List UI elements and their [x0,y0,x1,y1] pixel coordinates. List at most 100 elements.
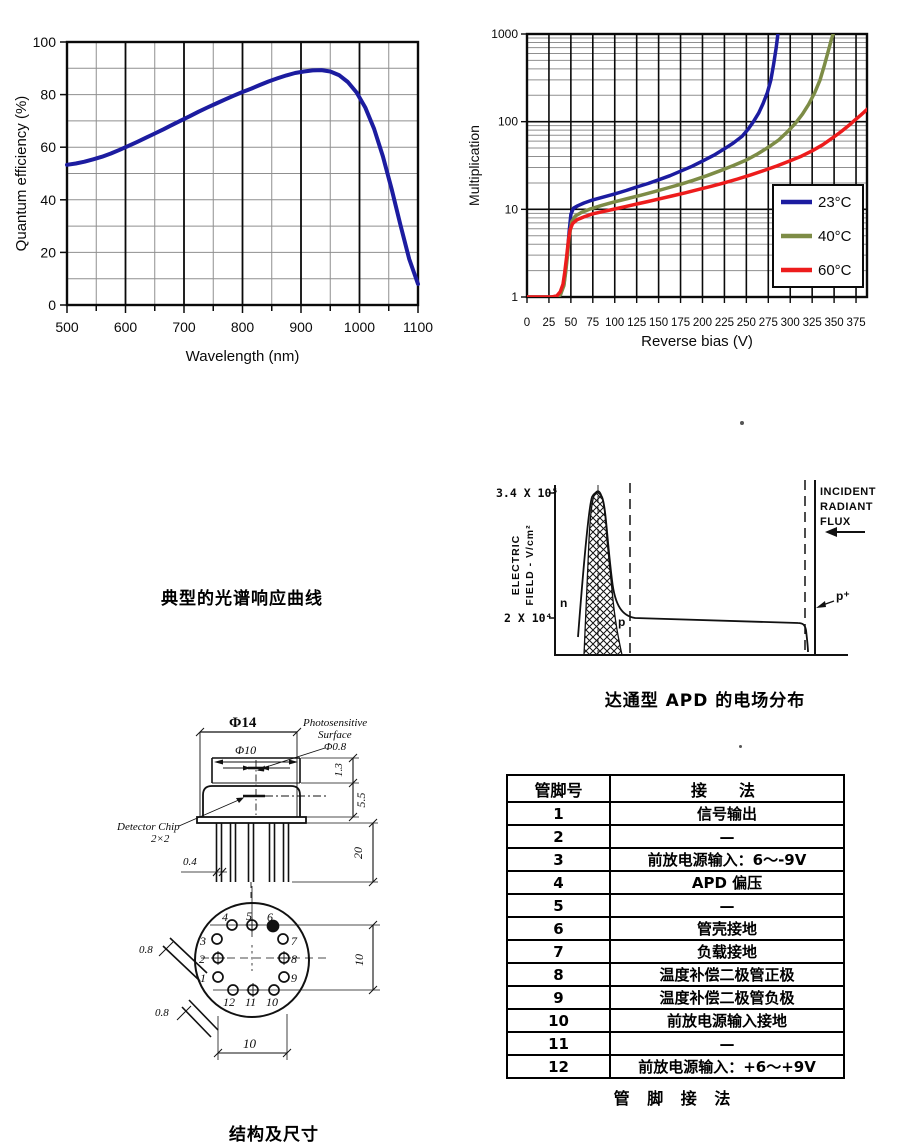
dim-10-bottom-label: 10 [243,1036,257,1051]
pin-label-12: 12 [223,995,235,1009]
pin-number-labels: 4 5 6 3 7 2 8 1 9 12 11 10 [199,909,298,1009]
y-axis-title: Quantum efficiency (%) [13,96,30,252]
pin-table-caption: 管 脚 接 法 [613,1089,737,1108]
table-row: 2— [506,824,845,849]
dim-20-label: 20 [351,847,365,859]
multiplication-chart: 0 25 50 75 100 125 150 175 200 225 250 275 300 325 350… [466,27,869,350]
dim-5-5-label: 5.5 [354,793,368,808]
electric-field-figure: 3.4 X 10⁵ 2 X 10⁴ ELECTRIC FIELD - V/cm²… [496,480,876,656]
photosensitive-label-2: Surface [318,729,352,741]
efield-min-value: 2 X 10⁴ [504,611,552,625]
pin-number-cell: 8 [506,962,611,987]
n-region-label: n [560,596,567,610]
legend-label: 40°C [818,228,852,245]
pin-connection-cell: 前放电源输入：6～-9V [609,847,845,872]
efield-caption: 达通型 APD 的电场分布 [604,691,806,711]
pin-number-cell: 6 [506,916,611,941]
x-tick-label: 325 [803,317,822,329]
pin-connection-cell: 温度补偿二极管负极 [609,985,845,1010]
x-tick-label: 275 [759,317,778,329]
pin-connection-cell: 负载接地 [609,939,845,964]
table-row: 10 前放电源输入接地 [506,1008,845,1033]
package-bottom-view [158,886,380,1060]
pin-connection-cell: — [609,1031,845,1056]
pin-label-3: 3 [199,934,206,948]
pin-table-body: 1 信号输出 2—3 前放电源输入：6～-9V 4 APD 偏压 5 — 6 管壳接地 7 负载接地 8… [506,801,845,1079]
pin-number-cell: 7 [506,939,611,964]
x-tick-label: 250 [737,317,756,329]
pin-label-4: 4 [222,910,228,924]
series-23°C [527,34,780,297]
x-tick-label: 175 [671,317,690,329]
x-tick-label: 75 [586,317,599,329]
qe-plot: 500 600 700 800 900 1000 1100 0 20 40 60 80 100 Wavel… [13,34,433,365]
pin-number-cell: 10 [506,1008,611,1033]
pin-label-8: 8 [291,952,297,966]
efield-max-value: 3.4 X 10⁵ [496,486,558,500]
x-tick-label: 100 [605,317,624,329]
phi14-label: Φ14 [229,715,257,731]
field-profile-curve [577,491,809,653]
y-tick-label: 80 [40,87,56,103]
photosensitive-label-1: Photosensitive [302,717,367,729]
package-side-view [178,727,378,903]
pin-number-cell: 12 [506,1054,611,1079]
x-tick-label: 600 [114,319,138,335]
package-pins-side [215,823,290,882]
legend: 23°C 40°C 60°C [772,184,864,288]
pin-label-11: 11 [245,995,256,1009]
y-tick-label: 40 [40,192,56,208]
x-tick-label: 125 [627,317,646,329]
pin-number-cell: 5 [506,893,611,918]
scan-speck [740,421,744,425]
scan-speck [739,745,742,748]
pin-label-1: 1 [200,971,206,985]
incident-label-1: INCIDENT [820,486,876,498]
package-drawing: Φ14 Photosensitive Surface Φ0.8 Φ10 1.3 … [116,715,380,1060]
efield-axis-label-2: FIELD - V/cm² [524,524,536,605]
qe-curve [65,68,420,286]
efield-axes [554,485,848,656]
x-tick-label: 50 [564,317,577,329]
y-tick-label: 1000 [491,27,518,41]
table-row: 12 前放电源输入：+6～+9V [506,1054,845,1079]
table-row: 3 前放电源输入：6～-9V [506,847,845,872]
table-row: 6 管壳接地 [506,916,845,941]
package-dimension-labels: Φ14 Photosensitive Surface Φ0.8 Φ10 1.3 … [116,715,368,1051]
pin-connection-cell: 温度补偿二极管正极 [609,962,845,987]
y-tick-label: 60 [40,139,56,155]
x-tick-label: 375 [846,317,865,329]
dim-0-8-a-label: 0.8 [139,944,153,956]
y-tick-label: 10 [505,202,519,216]
pin-6-index-marker [266,919,280,933]
y-axis-title: Multiplication [466,125,482,206]
p-plus-label: p⁺ [836,589,850,603]
efield-axis-label-1: ELECTRIC [510,535,522,596]
pin-connection-cell: — [609,824,845,849]
pin-number-cell: 4 [506,870,611,895]
p-region-label: p [618,615,625,629]
y-tick-label: 100 [33,34,57,50]
pin-number-cell: 3 [506,847,611,872]
x-tick-label: 225 [715,317,734,329]
pin-number-cell: 11 [506,1031,611,1056]
pin-number-cell: 1 [506,801,611,826]
spectral-response-caption: 典型的光谱响应曲线 [161,589,323,609]
x-tick-label: 500 [55,319,79,335]
pin-label-9: 9 [291,971,297,985]
incident-flux-arrow [825,527,837,537]
pin-connection-cell: 信号输出 [609,801,845,826]
structure-caption: 结构及尺寸 [229,1125,319,1145]
table-row: 9 温度补偿二极管负极 [506,985,845,1010]
table-row: 7 负载接地 [506,939,845,964]
table-row: 8 温度补偿二极管正极 [506,962,845,987]
y-tick-label: 20 [40,244,56,260]
x-tick-label: 25 [543,317,556,329]
pin-connection-cell: 前放电源输入接地 [609,1008,845,1033]
quantum-efficiency-chart: 500 600 700 800 900 1000 1100 0 20 40 60 80 100 Wavel… [13,34,433,365]
table-row: 4 APD 偏压 [506,870,845,895]
dim-0-8-b-label: 0.8 [155,1007,169,1019]
pin-holes [211,918,291,997]
legend-label: 23°C [818,194,852,211]
dim-10-right-label: 10 [352,954,366,966]
